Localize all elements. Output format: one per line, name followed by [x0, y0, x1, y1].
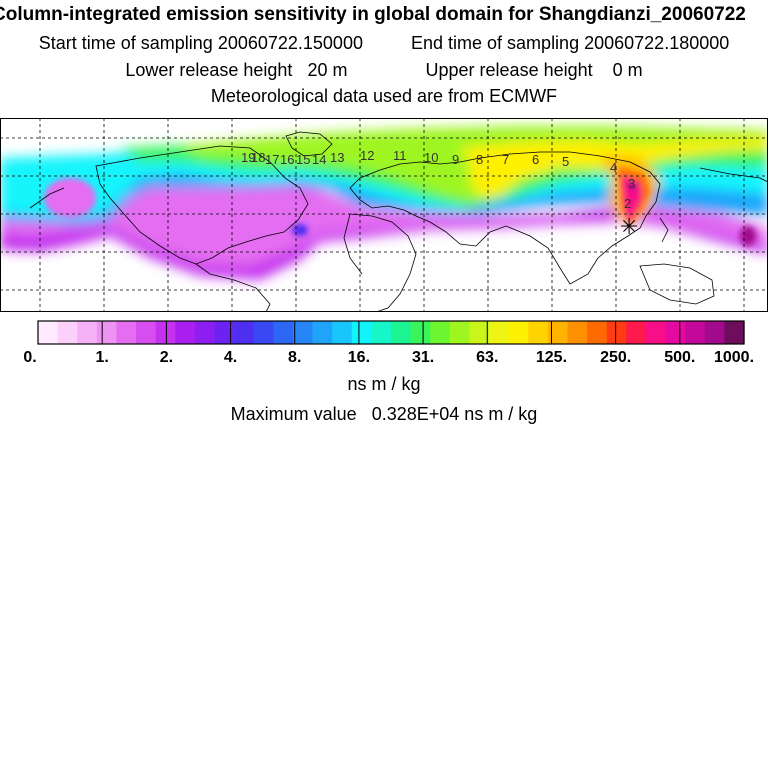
start-time-label: Start time of sampling	[38, 33, 213, 53]
colorbar-tick-label: 1000.	[714, 349, 754, 366]
day-marker: 2	[624, 196, 631, 211]
day-marker: 9	[452, 152, 459, 167]
colorbar-swatch	[214, 321, 235, 344]
day-marker: 8	[476, 152, 483, 167]
colorbar-swatch	[38, 321, 59, 344]
colorbar-tick-label: 250.	[600, 349, 631, 366]
upper-height-value: 0 m	[612, 60, 643, 80]
colorbar-tick-label: 16.	[348, 349, 370, 366]
map-title: Column-integrated emission sensitivity i…	[0, 4, 746, 25]
colorbar-frame	[37, 320, 745, 345]
colorbar-swatch	[332, 321, 353, 344]
day-marker: 13	[330, 150, 344, 165]
colorbar-swatch	[57, 321, 78, 344]
colorbar-tick-label: 31.	[412, 349, 434, 366]
colorbar-tick-label: 2.	[160, 349, 173, 366]
end-time-label: End time of sampling	[411, 33, 580, 53]
colorbar-tick-label: 500.	[664, 349, 695, 366]
day-marker: 4	[610, 160, 617, 175]
colorbar-tick-label: 1.	[96, 349, 109, 366]
colorbar-swatch	[528, 321, 549, 344]
colorbar-swatch	[587, 321, 608, 344]
colorbar-swatch	[645, 321, 667, 344]
day-marker: 12	[360, 148, 374, 163]
trajectory-day-markers: 19 18 17 16 15 14 13 12 11 10 9 8 7 6 5 …	[241, 148, 635, 211]
colorbar-swatch	[273, 321, 294, 344]
day-marker: 14	[312, 152, 326, 167]
day-marker: 19	[241, 150, 255, 165]
day-marker: 18	[251, 150, 265, 165]
emission-sensitivity-map: 19 18 17 16 15 14 13 12 11 10 9 8 7 6 5 …	[0, 118, 768, 312]
colorbar-swatch	[469, 321, 490, 344]
colorbar-swatch	[175, 321, 196, 344]
colorbar-swatch	[116, 321, 137, 344]
end-time-value: 20060722.180000	[584, 33, 730, 53]
colorbar-swatch	[665, 321, 686, 344]
day-marker: 16	[280, 152, 294, 167]
colorbar-swatch	[234, 321, 255, 344]
colorbar-swatch	[155, 321, 176, 344]
colorbar-swatch	[430, 321, 451, 344]
day-marker: 10	[424, 150, 438, 165]
colorbar-tick-label: 125.	[536, 349, 567, 366]
colorbar-swatch	[626, 321, 647, 344]
day-marker: 3	[628, 176, 635, 191]
day-marker: 6	[532, 152, 539, 167]
colorbar-swatch	[253, 321, 274, 344]
start-time-value: 20060722.150000	[217, 33, 363, 53]
met-data-note: Meteorological data used are from ECMWF	[210, 86, 558, 106]
colorbar-swatch	[685, 321, 706, 344]
colorbar-tick-label: 0.	[23, 349, 36, 366]
colorbar-swatch	[547, 321, 569, 344]
colorbar-swatch	[351, 321, 372, 344]
day-marker: 7	[502, 152, 509, 167]
lower-height-value: 20 m	[307, 60, 348, 80]
upper-height-label: Upper release height	[425, 60, 593, 80]
max-value-label: Maximum value	[230, 404, 357, 424]
colorbar-swatch	[724, 321, 745, 344]
sampling-times: Start time of sampling 20060722.150000 E…	[0, 33, 768, 54]
day-marker: 15	[296, 152, 310, 167]
max-value-number: 0.328E+04 ns m / kg	[371, 404, 538, 424]
colorbar-tick-lines	[101, 321, 681, 344]
colorbar-swatch	[508, 321, 529, 344]
colorbar-swatch	[567, 321, 588, 344]
sensitivity-core	[44, 168, 756, 246]
colorbar-swatch	[77, 321, 98, 344]
sensitivity-field	[0, 126, 768, 280]
colorbar-swatch	[194, 321, 216, 344]
colorbar-swatch	[704, 321, 725, 344]
colorbar-swatch	[391, 321, 412, 344]
colorbar-swatch	[410, 321, 431, 344]
colorbar: 0. 1. 2. 4. 8. 16. 31. 63. 125. 250. 500. 1000.	[23, 320, 754, 366]
day-marker: 5	[562, 154, 569, 169]
receptor-star-icon: ✳	[620, 215, 638, 240]
colorbar-swatch	[312, 321, 333, 344]
colorbar-labels: 0. 1. 2. 4. 8. 16. 31. 63. 125. 250. 500. 1000.	[23, 349, 754, 366]
lower-height-label: Lower release height	[125, 60, 293, 80]
graticule	[0, 118, 768, 312]
colorbar-swatch	[371, 321, 392, 344]
colorbar-tick-label: 4.	[224, 349, 237, 366]
colorbar-swatches	[38, 321, 745, 344]
maximum-value: Maximum value 0.328E+04 ns m / kg	[0, 404, 768, 425]
day-marker: 11	[393, 148, 407, 163]
colorbar-swatch	[292, 321, 314, 344]
colorbar-unit: ns m / kg	[347, 374, 421, 394]
coastlines	[29, 131, 768, 312]
colorbar-swatch	[96, 321, 118, 344]
release-heights: Lower release height 20 m Upper release …	[0, 60, 768, 81]
colorbar-swatch	[449, 321, 471, 344]
colorbar-swatch	[606, 321, 627, 344]
colorbar-swatch	[136, 321, 157, 344]
colorbar-swatch	[489, 321, 510, 344]
colorbar-tick-label: 8.	[288, 349, 301, 366]
colorbar-tick-label: 63.	[476, 349, 498, 366]
day-marker: 17	[265, 152, 279, 167]
